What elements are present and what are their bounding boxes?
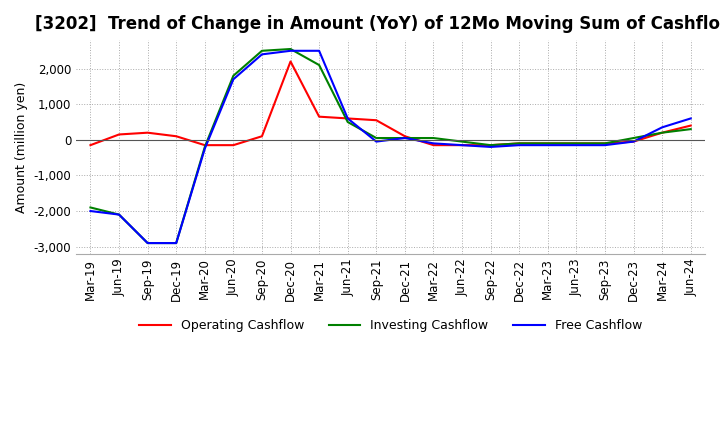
Free Cashflow: [200, 146, 209, 151]
Operating Cashflow: [172, 134, 181, 139]
Free Cashflow: [229, 77, 238, 82]
Free Cashflow: [600, 143, 609, 148]
Operating Cashflow: [686, 123, 695, 128]
Free Cashflow: [658, 125, 667, 130]
Operating Cashflow: [400, 134, 409, 139]
Operating Cashflow: [629, 139, 638, 144]
Operating Cashflow: [458, 143, 467, 148]
Title: [3202]  Trend of Change in Amount (YoY) of 12Mo Moving Sum of Cashflows: [3202] Trend of Change in Amount (YoY) o…: [35, 15, 720, 33]
Operating Cashflow: [315, 114, 323, 119]
Free Cashflow: [114, 212, 123, 217]
Investing Cashflow: [486, 143, 495, 148]
Investing Cashflow: [572, 141, 581, 146]
Operating Cashflow: [486, 143, 495, 148]
Free Cashflow: [343, 116, 352, 121]
Free Cashflow: [458, 143, 467, 148]
Investing Cashflow: [372, 136, 381, 141]
Investing Cashflow: [629, 136, 638, 141]
Free Cashflow: [258, 52, 266, 57]
Operating Cashflow: [343, 116, 352, 121]
Free Cashflow: [629, 139, 638, 144]
Investing Cashflow: [544, 141, 552, 146]
Investing Cashflow: [229, 73, 238, 78]
Investing Cashflow: [686, 126, 695, 132]
Investing Cashflow: [200, 144, 209, 150]
Investing Cashflow: [315, 62, 323, 68]
Line: Investing Cashflow: Investing Cashflow: [91, 49, 690, 243]
Line: Operating Cashflow: Operating Cashflow: [91, 62, 690, 145]
Line: Free Cashflow: Free Cashflow: [91, 51, 690, 243]
Investing Cashflow: [114, 212, 123, 217]
Free Cashflow: [172, 240, 181, 246]
Investing Cashflow: [515, 141, 523, 146]
Investing Cashflow: [143, 240, 152, 246]
Free Cashflow: [287, 48, 295, 53]
Operating Cashflow: [229, 143, 238, 148]
Investing Cashflow: [658, 130, 667, 136]
Investing Cashflow: [600, 141, 609, 146]
Investing Cashflow: [400, 136, 409, 141]
Free Cashflow: [372, 139, 381, 144]
Operating Cashflow: [114, 132, 123, 137]
Free Cashflow: [143, 240, 152, 246]
Investing Cashflow: [258, 48, 266, 53]
Free Cashflow: [315, 48, 323, 53]
Operating Cashflow: [200, 143, 209, 148]
Operating Cashflow: [86, 143, 95, 148]
Operating Cashflow: [258, 134, 266, 139]
Investing Cashflow: [458, 139, 467, 144]
Free Cashflow: [544, 143, 552, 148]
Free Cashflow: [572, 143, 581, 148]
Free Cashflow: [400, 136, 409, 141]
Legend: Operating Cashflow, Investing Cashflow, Free Cashflow: Operating Cashflow, Investing Cashflow, …: [134, 314, 647, 337]
Operating Cashflow: [287, 59, 295, 64]
Operating Cashflow: [572, 141, 581, 146]
Free Cashflow: [686, 116, 695, 121]
Operating Cashflow: [544, 141, 552, 146]
Investing Cashflow: [86, 205, 95, 210]
Operating Cashflow: [600, 141, 609, 146]
Operating Cashflow: [429, 143, 438, 148]
Operating Cashflow: [515, 141, 523, 146]
Operating Cashflow: [372, 117, 381, 123]
Investing Cashflow: [429, 136, 438, 141]
Free Cashflow: [86, 209, 95, 214]
Free Cashflow: [515, 143, 523, 148]
Operating Cashflow: [658, 130, 667, 136]
Free Cashflow: [486, 144, 495, 150]
Investing Cashflow: [343, 119, 352, 125]
Free Cashflow: [429, 141, 438, 146]
Operating Cashflow: [143, 130, 152, 136]
Y-axis label: Amount (million yen): Amount (million yen): [15, 81, 28, 213]
Investing Cashflow: [287, 46, 295, 51]
Investing Cashflow: [172, 240, 181, 246]
